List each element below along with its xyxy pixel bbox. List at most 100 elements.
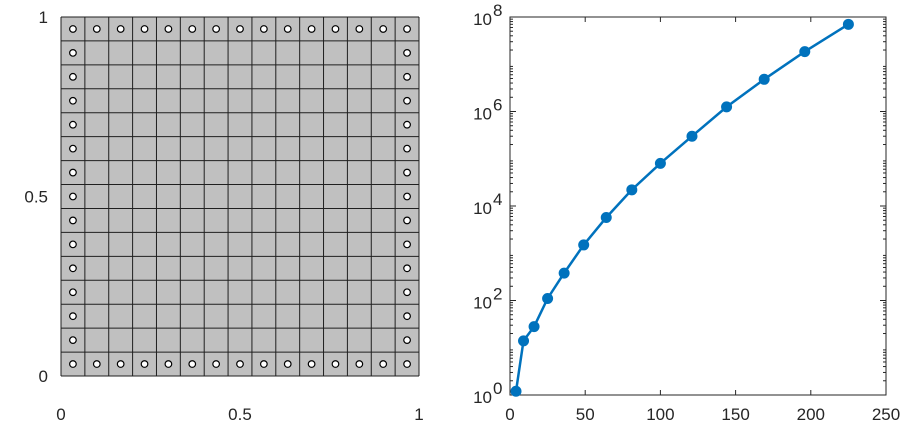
boundary-node <box>92 25 101 33</box>
mesh-x-tick-label: 0.5 <box>228 405 252 424</box>
mesh-y-tick-label: 0 <box>39 367 48 386</box>
boundary-node <box>69 192 77 201</box>
boundary-node <box>403 72 411 81</box>
boundary-node <box>116 360 125 368</box>
growth-x-tick-label: 150 <box>721 405 749 424</box>
boundary-node <box>403 360 411 368</box>
boundary-node <box>283 25 292 33</box>
growth-data-point <box>686 130 698 142</box>
growth-data-point <box>518 335 530 347</box>
mesh-plot: 0 0.5 1 0 0.5 1 <box>24 8 423 424</box>
growth-x-tick-label: 50 <box>576 405 595 424</box>
boundary-node <box>69 216 77 225</box>
boundary-node <box>403 312 411 321</box>
boundary-node <box>140 25 149 33</box>
growth-y-tick-label: 10 <box>473 388 492 407</box>
growth-x-tick-label: 0 <box>505 405 514 424</box>
boundary-node <box>355 25 364 33</box>
boundary-node <box>116 25 125 33</box>
boundary-node <box>92 360 101 368</box>
boundary-nodes <box>69 25 411 368</box>
boundary-node <box>69 336 77 345</box>
boundary-node <box>403 240 411 249</box>
boundary-node <box>379 25 388 33</box>
boundary-node <box>69 25 77 33</box>
boundary-node <box>69 168 77 177</box>
boundary-node <box>69 264 77 273</box>
growth-x-tick-label: 100 <box>646 405 674 424</box>
growth-y-tick-exponent: 0 <box>493 379 502 398</box>
boundary-node <box>307 25 316 33</box>
growth-y-tick-exponent: 4 <box>493 190 502 209</box>
boundary-node <box>69 72 77 81</box>
boundary-node <box>403 264 411 273</box>
growth-x-tick-label: 200 <box>797 405 825 424</box>
boundary-node <box>259 25 268 33</box>
boundary-node <box>403 49 411 57</box>
boundary-node <box>236 360 244 368</box>
growth-data-point <box>558 267 570 279</box>
mesh-x-tick-label: 0 <box>56 405 65 424</box>
mesh-x-tick-label: 1 <box>414 405 423 424</box>
boundary-node <box>188 25 197 33</box>
boundary-node <box>379 360 388 368</box>
boundary-node <box>403 216 411 225</box>
growth-series <box>510 18 854 397</box>
boundary-node <box>212 360 221 368</box>
boundary-node <box>403 288 411 297</box>
boundary-node <box>403 96 411 105</box>
boundary-node <box>403 25 411 33</box>
boundary-node <box>69 96 77 105</box>
mesh-background <box>61 17 419 376</box>
boundary-node <box>236 25 244 33</box>
growth-data-point <box>542 293 554 305</box>
growth-y-tick-label: 10 <box>473 199 492 218</box>
boundary-node <box>164 25 173 33</box>
growth-data-point <box>721 101 733 113</box>
growth-data-point <box>799 46 811 58</box>
growth-plot-box <box>509 16 887 396</box>
growth-y-tick-label: 10 <box>473 105 492 124</box>
boundary-node <box>69 144 77 153</box>
boundary-node <box>331 25 340 33</box>
mesh-axes: 0 0.5 1 0 0.5 1 <box>24 8 423 424</box>
boundary-node <box>69 240 77 249</box>
growth-series-line <box>514 23 850 392</box>
growth-y-tick-exponent: 2 <box>493 285 502 304</box>
boundary-node <box>140 360 149 368</box>
boundary-node <box>403 168 411 177</box>
mesh-grid <box>60 16 420 377</box>
growth-data-point <box>600 212 612 224</box>
boundary-node <box>331 360 340 368</box>
boundary-node <box>403 336 411 345</box>
growth-data-point <box>578 239 590 251</box>
growth-y-tick-label: 10 <box>473 294 492 313</box>
boundary-node <box>403 192 411 201</box>
growth-y-tick-exponent: 8 <box>493 1 502 20</box>
growth-data-point <box>842 18 854 30</box>
growth-y-tick-label: 10 <box>473 10 492 29</box>
mesh-y-tick-label: 0.5 <box>24 188 48 207</box>
growth-data-point <box>654 157 666 169</box>
growth-data-point <box>758 73 770 85</box>
boundary-node <box>403 120 411 129</box>
growth-data-point <box>626 184 638 196</box>
boundary-node <box>212 25 221 33</box>
boundary-node <box>69 312 77 321</box>
boundary-node <box>307 360 316 368</box>
boundary-node <box>69 49 77 57</box>
growth-x-tick-label: 250 <box>872 405 900 424</box>
boundary-node <box>403 144 411 153</box>
growth-data-point <box>510 385 522 397</box>
boundary-node <box>259 360 268 368</box>
boundary-node <box>355 360 364 368</box>
boundary-node <box>283 360 292 368</box>
boundary-node <box>69 360 77 368</box>
growth-y-tick-exponent: 6 <box>493 96 502 115</box>
boundary-node <box>188 360 197 368</box>
boundary-node <box>164 360 173 368</box>
mesh-y-tick-label: 1 <box>39 8 48 27</box>
